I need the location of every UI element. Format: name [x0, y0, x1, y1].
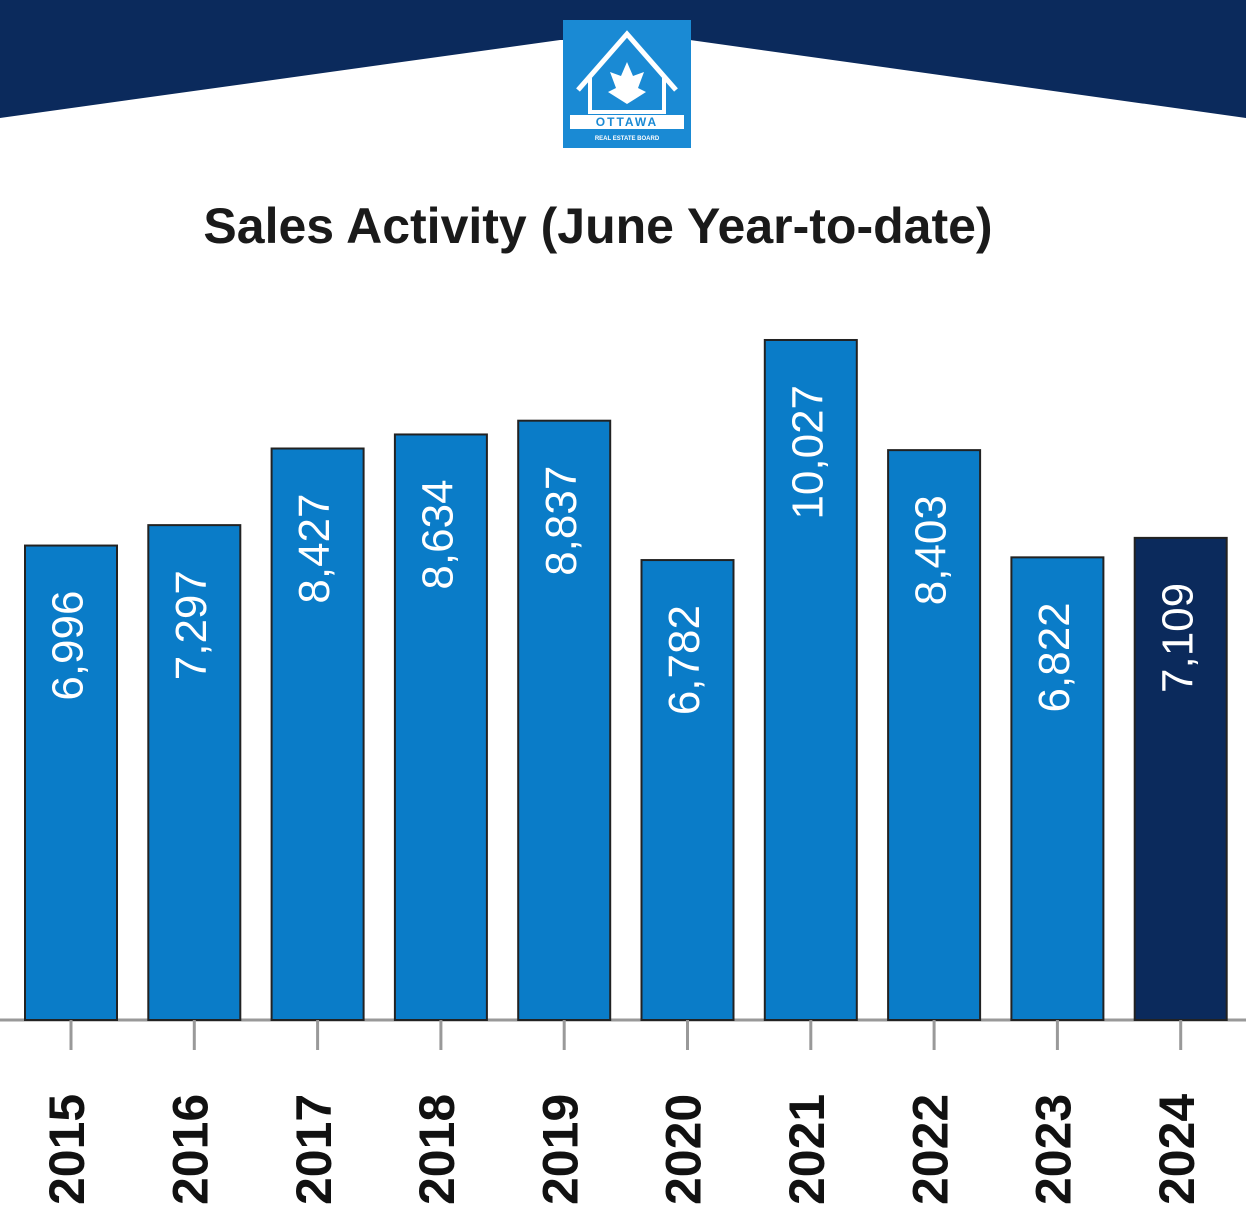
- value-label: 10,027: [783, 385, 832, 520]
- bar: [147, 524, 242, 1021]
- logo-text: OTTAWA: [596, 115, 658, 129]
- value-label: 8,837: [537, 466, 586, 576]
- value-label: 8,427: [290, 493, 339, 603]
- bar: [270, 447, 365, 1022]
- value-label: 8,403: [907, 495, 956, 605]
- value-label: 7,109: [1153, 583, 1202, 693]
- x-tick-label: 2018: [409, 1094, 465, 1205]
- x-tick-label: 2022: [902, 1094, 958, 1205]
- bar: [640, 559, 735, 1021]
- bar: [763, 338, 858, 1022]
- x-tick-label: 2015: [39, 1094, 95, 1205]
- x-tick-label: 2019: [532, 1094, 588, 1205]
- x-tick-label: 2017: [286, 1094, 342, 1205]
- x-tick-label: 2016: [163, 1094, 219, 1205]
- logo-subtext: REAL ESTATE BOARD: [595, 136, 660, 142]
- logo-plate: [570, 115, 684, 129]
- x-tick-label: 2020: [656, 1094, 712, 1205]
- header-band: [0, 0, 1246, 118]
- x-tick-label: 2024: [1149, 1094, 1205, 1205]
- logo-leaf: [608, 62, 646, 104]
- value-label: 6,782: [660, 605, 709, 715]
- value-label: 7,297: [167, 570, 216, 680]
- bar: [1133, 536, 1228, 1021]
- bar: [393, 433, 488, 1021]
- logo-roof: [576, 30, 678, 92]
- x-tick-label: 2021: [779, 1094, 835, 1205]
- x-tick-label: 2023: [1026, 1094, 1082, 1205]
- logo-house: [588, 78, 666, 114]
- value-label: 8,634: [414, 479, 463, 589]
- value-label: 6,822: [1030, 602, 1079, 712]
- bar: [1010, 556, 1105, 1021]
- bar: [887, 449, 982, 1021]
- value-label: 6,996: [44, 591, 93, 701]
- bar: [517, 419, 612, 1021]
- chart-title: Sales Activity (June Year-to-date): [203, 198, 992, 254]
